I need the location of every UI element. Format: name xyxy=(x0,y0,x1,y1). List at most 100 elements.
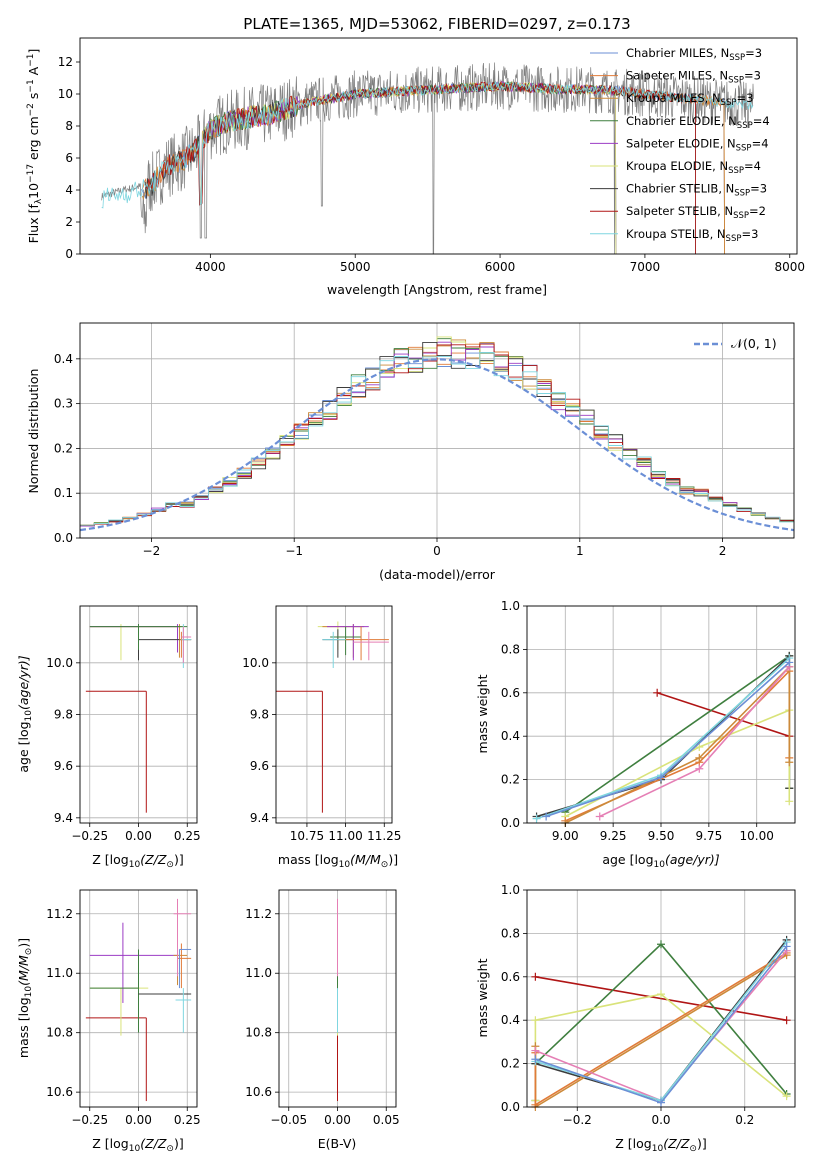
y-tick-label: 9.4 xyxy=(250,811,269,825)
age-z-errorbars xyxy=(85,624,192,813)
x-tick-label: 9.50 xyxy=(648,829,675,843)
x-tick-label: −0.2 xyxy=(563,1113,592,1127)
spectrum-ylabel: Flux [fλ10−17 erg cm−2 s−1 A−1] xyxy=(26,49,44,244)
spectrum-title: PLATE=1365, MJD=53062, FIBERID=0297, z=0… xyxy=(243,15,630,33)
weight-z-marker xyxy=(657,940,665,949)
y-tick-label: 10.6 xyxy=(245,1085,272,1099)
mass-z-panel: −0.25 0.00 0.25 10.6 10.8 11.0 11.2 Z [log10(Z… xyxy=(16,889,201,1154)
legend-label: Salpeter MILES, NSSP=3 xyxy=(626,69,761,86)
legend-label: Chabrier STELIB, NSSP=3 xyxy=(626,182,767,199)
legend-label: Salpeter STELIB, NSSP=2 xyxy=(626,204,766,221)
x-tick-label: 11.25 xyxy=(367,829,401,843)
x-tick-label: 0.00 xyxy=(324,1113,351,1127)
x-tick-label: 0.00 xyxy=(125,829,152,843)
histogram-xlabel: (data-model)/error xyxy=(379,567,496,582)
weight-z-marker xyxy=(531,1046,540,1055)
normal-legend-label: 𝒩(0, 1) xyxy=(731,336,777,351)
y-tick-label: 0 xyxy=(65,247,73,261)
histogram-steps xyxy=(79,336,795,532)
y-tick-label: 0.2 xyxy=(501,1057,520,1071)
spectrum-panel: PLATE=1365, MJD=53062, FIBERID=0297, z=0… xyxy=(26,15,805,297)
y-tick-label: 0.4 xyxy=(54,352,73,366)
mass-z-xlabel: Z [log10(Z/Z⊙)] xyxy=(92,1136,183,1154)
x-tick-label: −2 xyxy=(143,544,161,558)
y-tick-label: 0.6 xyxy=(501,970,520,984)
x-tick-label: 10.75 xyxy=(290,829,324,843)
y-tick-label: 0.3 xyxy=(54,397,73,411)
weight-age-line xyxy=(564,664,791,824)
mass-ebv-panel: −0.05 0.00 0.05 10.6 10.8 11.0 11.2 E(B-V) xyxy=(245,889,400,1151)
weight-z-marker xyxy=(531,1100,540,1109)
y-tick-label: 0.8 xyxy=(501,926,520,940)
legend-label: Kroupa MILES, NSSP=3 xyxy=(626,91,753,108)
x-tick-label: 0 xyxy=(433,544,441,558)
x-tick-label: 0.25 xyxy=(174,1113,201,1127)
y-tick-label: 0.0 xyxy=(54,531,73,545)
x-tick-label: 0.25 xyxy=(174,829,201,843)
weight-z-marker xyxy=(531,1016,540,1025)
weight-age-marker xyxy=(542,812,551,821)
weight-age-marker xyxy=(785,758,794,767)
x-tick-label: −1 xyxy=(285,544,303,558)
x-tick-label: 2 xyxy=(719,544,727,558)
weight-age-lines xyxy=(532,651,794,827)
y-tick-label: 1.0 xyxy=(501,883,520,897)
y-tick-label: 9.4 xyxy=(54,811,73,825)
weight-z-marker xyxy=(531,972,540,981)
x-tick-label: −0.25 xyxy=(71,829,108,843)
legend-label: Kroupa ELODIE, NSSP=4 xyxy=(626,159,761,176)
x-tick-label: −0.05 xyxy=(270,1113,307,1127)
weight-z-marker xyxy=(531,1055,540,1064)
x-tick-label: 5000 xyxy=(340,260,371,274)
weight-age-xlabel: age [log10(age/yr)] xyxy=(602,852,719,870)
y-tick-label: 9.6 xyxy=(54,759,73,773)
legend-label: Chabrier MILES, NSSP=3 xyxy=(626,46,762,63)
y-tick-label: 11.0 xyxy=(46,966,73,980)
weight-z-ylabel: mass weight xyxy=(475,958,490,1037)
histogram-step xyxy=(80,343,794,526)
weight-age-marker xyxy=(785,797,794,806)
spectrum-xlabel: wavelength [Angstrom, rest frame] xyxy=(327,282,547,297)
y-tick-label: 0.2 xyxy=(501,773,520,787)
x-tick-label: 8000 xyxy=(774,260,805,274)
weight-z-marker xyxy=(657,1098,665,1107)
x-tick-label: −0.25 xyxy=(71,1113,108,1127)
y-tick-label: 0.6 xyxy=(501,686,520,700)
weight-z-marker xyxy=(657,990,665,999)
weight-age-marker xyxy=(532,814,541,823)
weight-age-marker xyxy=(695,764,704,773)
weight-age-marker xyxy=(595,812,604,821)
y-tick-label: 0.0 xyxy=(501,816,520,830)
x-tick-label: 6000 xyxy=(485,260,516,274)
y-tick-label: 0.4 xyxy=(501,729,520,743)
y-tick-label: 10.0 xyxy=(242,656,269,670)
age-z-ylabel: age [log10(age/yr)] xyxy=(16,655,34,772)
weight-age-marker xyxy=(657,773,665,782)
y-tick-label: 11.2 xyxy=(245,907,272,921)
y-tick-label: 2 xyxy=(65,215,73,229)
x-tick-label: 1 xyxy=(576,544,584,558)
x-tick-label: 0.2 xyxy=(735,1113,754,1127)
weight-z-xlabel: Z [log10(Z/Z⊙)] xyxy=(615,1136,706,1154)
normal-curve xyxy=(79,358,795,532)
y-tick-label: 1.0 xyxy=(501,599,520,613)
legend-label: Salpeter ELODIE, NSSP=4 xyxy=(626,136,769,153)
weight-age-marker xyxy=(653,688,662,697)
legend-label: Kroupa STELIB, NSSP=3 xyxy=(626,227,758,244)
x-tick-label: 0.00 xyxy=(125,1113,152,1127)
y-tick-label: 11.2 xyxy=(46,907,73,921)
y-tick-label: 9.8 xyxy=(250,708,269,722)
x-tick-label: 4000 xyxy=(195,260,226,274)
spectrum-axes-frame xyxy=(79,37,798,255)
weight-z-marker xyxy=(782,942,791,951)
spectrum-lines xyxy=(101,62,754,255)
y-tick-label: 9.8 xyxy=(54,708,73,722)
x-tick-label: 10.00 xyxy=(740,829,774,843)
y-tick-label: 10.6 xyxy=(46,1085,73,1099)
weight-z-marker xyxy=(782,1016,791,1025)
weight-age-panel: 9.00 9.25 9.50 9.75 10.000.00.20.40.60.81.0 … xyxy=(475,599,796,870)
y-tick-label: 0.1 xyxy=(54,486,73,500)
y-tick-label: 10.0 xyxy=(46,656,73,670)
y-tick-label: 0.8 xyxy=(501,642,520,656)
y-tick-label: 0.0 xyxy=(501,1100,520,1114)
